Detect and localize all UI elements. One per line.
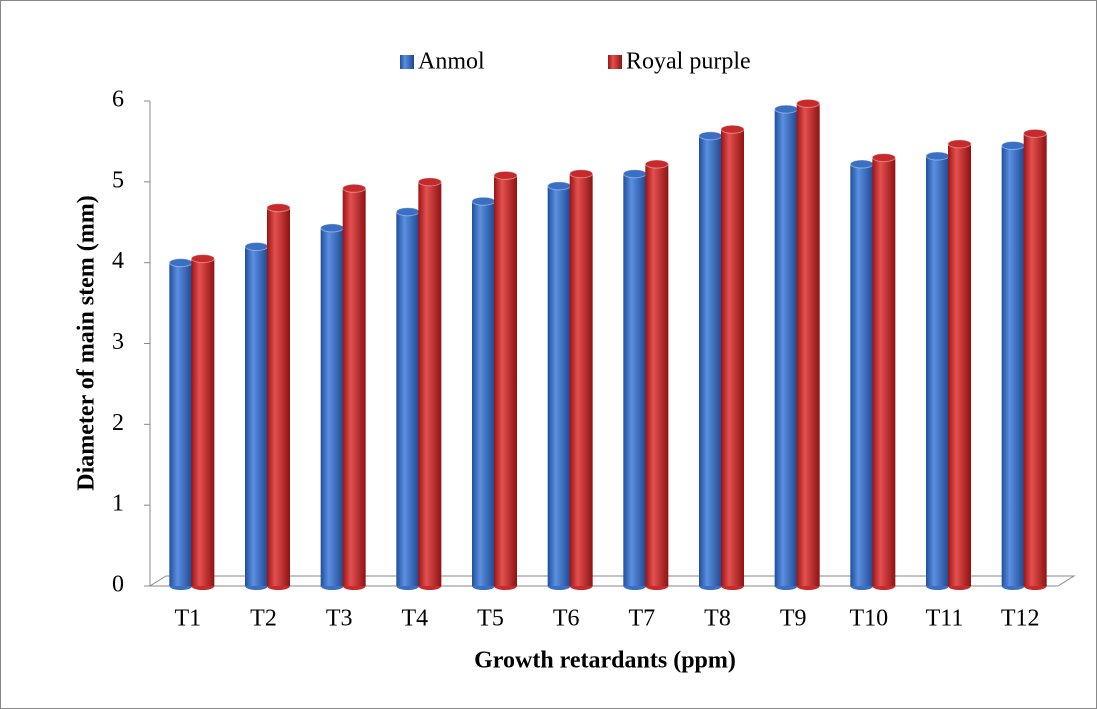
floor <box>148 575 1076 587</box>
bar-body <box>850 164 874 587</box>
bar-cap <box>622 169 647 179</box>
bar-cap <box>493 170 518 180</box>
bar <box>849 159 874 590</box>
x-tick-label: T9 <box>780 606 807 632</box>
legend-swatch <box>608 55 622 69</box>
bar <box>342 183 367 590</box>
bar-cap <box>925 151 950 161</box>
bar-body <box>569 173 593 586</box>
x-tick-label: T7 <box>628 606 655 632</box>
bar <box>493 170 518 590</box>
bar-body <box>623 173 647 586</box>
y-tick-label: 1 <box>112 491 124 517</box>
bar-body <box>267 207 290 586</box>
legend-label: Anmol <box>418 49 485 75</box>
bar-cap <box>1023 128 1048 138</box>
bar-cap <box>417 177 442 187</box>
bar-body <box>699 135 722 586</box>
y-tick-label: 4 <box>112 248 124 274</box>
bar <box>547 181 572 590</box>
bar-body <box>547 185 571 586</box>
bar-cap <box>266 203 291 213</box>
bar-cap <box>698 131 723 141</box>
bar-cap <box>871 153 896 163</box>
x-tick-label: T1 <box>174 606 201 632</box>
bar <box>774 104 799 590</box>
bar-body <box>418 181 442 587</box>
bar-cap <box>849 159 874 169</box>
bar-body <box>396 211 420 586</box>
bar <box>947 139 972 590</box>
bar <box>871 153 896 590</box>
bar <box>644 159 669 590</box>
bar <box>471 196 496 590</box>
bar-body <box>342 188 366 587</box>
bar <box>190 254 215 590</box>
bar-cap <box>947 139 972 149</box>
y-tick-label: 6 <box>112 87 124 113</box>
bar <box>569 169 594 590</box>
bar <box>168 258 193 590</box>
y-axis-title: Diameter of main stem (mm) <box>74 195 100 490</box>
bar <box>395 207 420 590</box>
bar <box>796 98 821 590</box>
bar-cap <box>569 169 594 179</box>
bar-body <box>774 109 798 586</box>
y-tick-label: 0 <box>112 572 124 598</box>
bar-cap <box>471 196 496 206</box>
bar-body <box>245 246 268 586</box>
y-tick-label: 5 <box>112 167 124 193</box>
bar-cap <box>547 181 572 191</box>
x-tick-label: T4 <box>401 606 428 632</box>
bar-body <box>494 175 517 586</box>
legend-label: Royal purple <box>626 49 751 75</box>
bar-cap <box>796 98 821 108</box>
bar <box>320 223 345 590</box>
bar-cap <box>190 254 215 264</box>
x-tick-label: T12 <box>1001 606 1040 632</box>
bar <box>417 177 442 590</box>
x-tick-label: T8 <box>704 606 731 632</box>
bar-cap <box>168 258 193 268</box>
bar <box>1023 128 1048 590</box>
bar-cap <box>774 104 799 114</box>
bar-body <box>1001 145 1025 587</box>
bar-cap <box>244 242 269 251</box>
bar-body <box>796 103 820 587</box>
bar-cap <box>395 207 420 217</box>
x-tick-label: T3 <box>326 606 353 632</box>
bar-cap <box>644 159 669 169</box>
bar-body <box>191 258 215 586</box>
bar <box>720 124 745 590</box>
bar-body <box>872 157 896 587</box>
bar <box>925 151 950 590</box>
x-tick-label: T6 <box>553 606 580 632</box>
y-tick-label: 3 <box>112 329 124 355</box>
legend-swatch <box>400 55 414 69</box>
bar-body <box>472 201 495 586</box>
x-tick-label: T5 <box>477 606 504 632</box>
x-tick-label: T11 <box>926 606 964 632</box>
bar <box>244 242 269 590</box>
x-axis-title: Growth retardants (ppm) <box>474 648 736 674</box>
bar-body <box>169 262 193 586</box>
bar-cap <box>320 223 345 233</box>
bar <box>622 169 647 590</box>
bar-body <box>645 164 669 587</box>
bar <box>698 131 723 590</box>
bar-body <box>1023 133 1047 587</box>
bar <box>266 203 291 590</box>
bar-cap <box>1001 140 1026 150</box>
bar-body <box>948 143 971 586</box>
bar <box>1001 140 1026 590</box>
bar-body <box>721 129 744 586</box>
bar-body <box>320 227 344 587</box>
bar-cap <box>720 124 745 134</box>
bar-body <box>926 155 949 586</box>
x-tick-label: T10 <box>849 606 888 632</box>
y-tick-label: 2 <box>112 410 124 436</box>
x-tick-label: T2 <box>250 606 277 632</box>
bar-cap <box>342 183 367 193</box>
